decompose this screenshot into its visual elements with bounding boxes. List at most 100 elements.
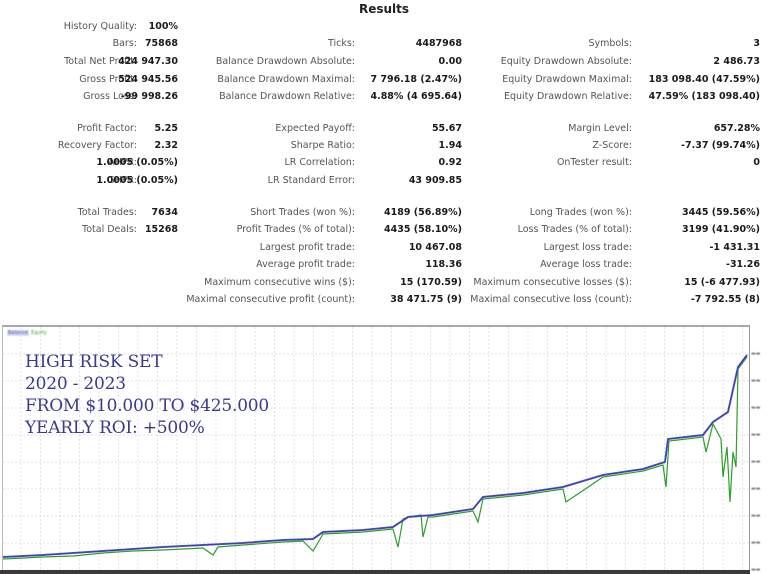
stat-label: Balance Drawdown Maximal: (217, 74, 355, 85)
stat-value: 0.00 (438, 56, 462, 67)
stat-value: 3445 (59.56%) (682, 207, 760, 218)
chart-overlay-text: HIGH RISK SET 2020 - 2023 FROM $10.000 T… (25, 351, 269, 439)
y-axis-tick-label: ▬▬ (751, 405, 761, 411)
stat-row: Largest profit trade: 10 467.08 (0, 240, 768, 256)
y-axis-tick-label: ▬▬ (751, 378, 761, 384)
stat-row: Maximal consecutive loss (count): -7 792.… (0, 292, 768, 308)
stat-value: 0 (753, 157, 760, 168)
stat-value: 15268 (144, 224, 178, 235)
stat-label: Largest profit trade: (259, 242, 355, 253)
overlay-line-growth: FROM $10.000 TO $425.000 (25, 396, 270, 416)
y-axis-tick-label: ▬▬ (751, 459, 761, 465)
stat-label: Maximum consecutive wins ($): (204, 277, 355, 288)
stat-label: Profit Factor: (77, 123, 137, 134)
stat-row: Total Deals: 15268 (0, 222, 768, 238)
stat-value: 2.32 (154, 140, 178, 151)
stat-row: Z-Score: -7.37 (99.74%) (0, 138, 768, 154)
stat-row: OnTester result: 0 (0, 155, 768, 171)
stat-label: Balance Drawdown Relative: (219, 91, 355, 102)
stat-row: Equity Drawdown Absolute: 2 486.73 (0, 54, 768, 70)
stat-value: 4487968 (415, 38, 462, 49)
stat-row: Balance Drawdown Absolute: 0.00 (0, 54, 768, 70)
legend-balance: Balance (7, 330, 29, 336)
stat-label: Gross Loss: (83, 91, 137, 102)
legend-equity: Equity (30, 330, 47, 336)
stat-label: LR Correlation: (284, 157, 356, 168)
stat-row: Symbols: 3 (0, 36, 768, 52)
results-title: Results (358, 2, 410, 16)
stat-label: Short Trades (won %): (250, 207, 355, 218)
stat-row: AHPR: 1.0005 (0.05%) (0, 155, 768, 171)
stat-value: 7634 (151, 207, 178, 218)
stat-value: 55.67 (431, 123, 462, 134)
stat-row: Maximum consecutive wins ($): 15 (170.59) (0, 275, 768, 291)
stat-value: 1.94 (438, 140, 462, 151)
stat-value: -7.37 (99.74%) (681, 140, 760, 151)
stat-label: Maximal consecutive loss (count): (470, 294, 632, 305)
stat-row: LR Standard Error: 43 909.85 (0, 173, 768, 189)
stat-row: Total Net Profit: 424 947.30 (0, 54, 768, 70)
y-axis-tick-label: ▬▬ (751, 486, 761, 492)
stat-label: Total Deals: (82, 224, 137, 235)
overlay-line-roi: YEARLY ROI: +500% (25, 418, 205, 438)
stat-row: Balance Drawdown Maximal: 7 796.18 (2.47%… (0, 72, 768, 88)
stat-row: Sharpe Ratio: 1.94 (0, 138, 768, 154)
chart-plot (3, 327, 749, 573)
stat-row: Average loss trade: -31.26 (0, 257, 768, 273)
stat-row: LR Correlation: 0.92 (0, 155, 768, 171)
stat-row: Long Trades (won %): 3445 (59.56%) (0, 205, 768, 221)
stat-row: Gross Profit: 524 945.56 (0, 72, 768, 88)
stat-value: 657.28% (713, 123, 760, 134)
stat-value: 47.59% (183 098.40) (648, 91, 760, 102)
y-axis-tick-label: ▬▬ (751, 567, 761, 573)
stat-row: Loss Trades (% of total): 3199 (41.90%) (0, 222, 768, 238)
y-axis-tick-label: ▬▬ (751, 513, 761, 519)
stat-row: Largest loss trade: -1 431.31 (0, 240, 768, 256)
stat-row: History Quality: 100% (0, 19, 768, 35)
stat-label: Total Net Profit: (64, 56, 137, 67)
stat-value: 3199 (41.90%) (682, 224, 760, 235)
stat-value: 0.92 (438, 157, 462, 168)
stat-label: Z-Score: (592, 140, 632, 151)
stat-row: Maximum consecutive losses ($): 15 (-6 47… (0, 275, 768, 291)
stat-value: 15 (170.59) (400, 277, 462, 288)
stat-row: Short Trades (won %): 4189 (56.89%) (0, 205, 768, 221)
stat-value: 3 (753, 38, 760, 49)
stat-label: Margin Level: (568, 123, 632, 134)
stat-value: 524 945.56 (118, 74, 178, 85)
stat-value: -7 792.55 (8) (690, 294, 760, 305)
stat-value: 15 (-6 477.93) (684, 277, 760, 288)
chart-y-axis: ▬▬ ▬▬ ▬▬ ▬▬ ▬▬ ▬▬ ▬▬ ▬▬ ▬▬ (749, 325, 768, 574)
stat-value: 118.36 (425, 259, 462, 270)
stat-row: Maximal consecutive profit (count): 38 47… (0, 292, 768, 308)
stat-label: Equity Drawdown Relative: (503, 91, 632, 102)
stat-label: Profit Trades (% of total): (236, 224, 355, 235)
overlay-line-title: HIGH RISK SET (25, 352, 163, 372)
stat-label: Average loss trade: (540, 259, 632, 270)
stat-row: GHPR: 1.0005 (0.05%) (0, 173, 768, 189)
stat-label: Balance Drawdown Absolute: (215, 56, 355, 67)
stat-value: 38 471.75 (9) (390, 294, 462, 305)
stat-row: Gross Loss: -99 998.26 (0, 89, 768, 105)
stat-label: Symbols: (588, 38, 632, 49)
stat-label: Maximal consecutive profit (count): (186, 294, 355, 305)
stat-row: Equity Drawdown Maximal: 183 098.40 (47.5… (0, 72, 768, 88)
y-axis-tick-label: ▬▬ (751, 351, 761, 357)
stat-label: AHPR: (108, 157, 137, 168)
stat-value: 10 467.08 (408, 242, 462, 253)
stat-label: Maximum consecutive losses ($): (473, 277, 632, 288)
balance-equity-chart: Balance Equity HIGH RISK SET 2020 - 2023 … (2, 325, 750, 573)
stat-value: 183 098.40 (47.59%) (648, 74, 760, 85)
stat-label: Bars: (112, 38, 137, 49)
stat-value: 5.25 (154, 123, 178, 134)
stat-value: 424 947.30 (118, 56, 178, 67)
stat-label: LR Standard Error: (267, 175, 355, 186)
stat-row: Equity Drawdown Relative: 47.59% (183 098… (0, 89, 768, 105)
stat-value: 2 486.73 (713, 56, 760, 67)
stat-row: Bars: 75868 (0, 36, 768, 52)
stat-label: Average profit trade: (256, 259, 355, 270)
y-axis-tick-label: ▬▬ (751, 540, 761, 546)
stat-row: Profit Factor: 5.25 (0, 121, 768, 137)
stat-row: Profit Trades (% of total): 4435 (58.10%) (0, 222, 768, 238)
stat-row: Expected Payoff: 55.67 (0, 121, 768, 137)
